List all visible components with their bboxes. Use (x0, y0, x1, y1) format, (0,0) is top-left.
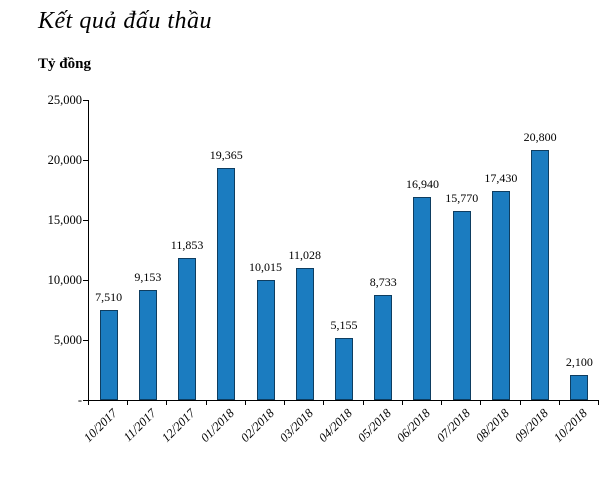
x-axis-tick-label: 02/2018 (237, 406, 277, 445)
y-axis-tick-label: 5,000 (53, 333, 82, 347)
bar-value-label: 11,853 (170, 237, 204, 252)
x-axis-tick-label: 07/2018 (433, 406, 473, 445)
bar-09/2018 (531, 150, 550, 400)
x-axis-tick-mark (558, 401, 560, 405)
bar-12/2017 (178, 257, 197, 400)
y-axis-tick-label: - (77, 393, 82, 407)
bar-11/2017 (138, 290, 157, 400)
plot-area: 7,510 9,153 11,853 19,365 10,015 11,028 5,155 8… (88, 100, 599, 401)
bar-value-label: 9,153 (134, 270, 162, 285)
x-axis-tick-label: 10/2017 (80, 406, 120, 445)
bar-value-label: 16,940 (405, 176, 439, 191)
bar-value-label: 2,100 (565, 354, 593, 369)
x-axis-tick-mark (244, 401, 246, 405)
bar-02/2018 (256, 279, 275, 400)
bar-value-label: 15,770 (445, 190, 479, 205)
x-axis-tick-mark (362, 401, 364, 405)
y-axis-tick-label: 25,000 (47, 93, 82, 107)
bar-value-label: 7,510 (95, 289, 123, 304)
x-axis-tick-mark (480, 401, 482, 405)
x-axis-tick-mark (519, 401, 521, 405)
bar-10/2017 (99, 309, 118, 400)
x-axis-tick-mark (598, 401, 599, 405)
x-axis-tick-mark (127, 401, 129, 405)
x-axis-tick-label: 01/2018 (198, 406, 238, 445)
x-axis-tick-mark (205, 401, 207, 405)
bar-03/2018 (295, 267, 314, 400)
bar-value-label: 20,800 (523, 130, 557, 145)
x-axis-tick-label: 12/2017 (159, 406, 198, 445)
bar-04/2018 (335, 338, 353, 400)
bar-value-label: 8,733 (369, 275, 397, 290)
bar-value-label: 17,430 (484, 170, 518, 185)
x-axis-tick-mark (284, 401, 286, 405)
bar-07/2018 (452, 210, 471, 400)
x-axis-tick-label: 03/2018 (276, 406, 316, 445)
bar-value-label: 19,365 (209, 147, 243, 162)
y-axis-unit-label: Tỷ đồng (38, 56, 91, 72)
y-axis-tick-label: 20,000 (47, 153, 82, 167)
bar-01/2018 (217, 167, 236, 400)
x-axis-tick-label: 05/2018 (355, 406, 395, 445)
bar-06/2018 (413, 196, 432, 400)
x-axis-tick-label: 04/2018 (316, 406, 355, 445)
x-axis-tick-mark (323, 401, 325, 405)
x-axis-tick-label: 09/2018 (512, 406, 552, 445)
x-axis-tick-label: 08/2018 (472, 406, 512, 445)
x-axis-tick-label: 06/2018 (394, 406, 434, 445)
bar-value-label: 10,015 (249, 259, 283, 274)
bar-10/2018 (570, 374, 589, 400)
x-axis-tick-label: 11/2017 (120, 406, 159, 445)
x-axis-tick-label: 10/2018 (551, 406, 591, 445)
x-axis-tick-mark (88, 401, 89, 405)
x-axis-tick-mark (401, 401, 403, 405)
bar-08/2018 (491, 190, 510, 400)
chart-title: Kết quả đấu thầu (38, 8, 212, 34)
y-axis-tick-label: 15,000 (47, 213, 82, 227)
bar-05/2018 (374, 295, 393, 400)
x-axis-tick-mark (166, 401, 168, 405)
bar-value-label: 11,028 (288, 247, 322, 262)
x-axis-tick-mark (441, 401, 443, 405)
y-axis-tick-label: 10,000 (47, 273, 82, 287)
bar-value-label: 5,155 (330, 318, 358, 333)
